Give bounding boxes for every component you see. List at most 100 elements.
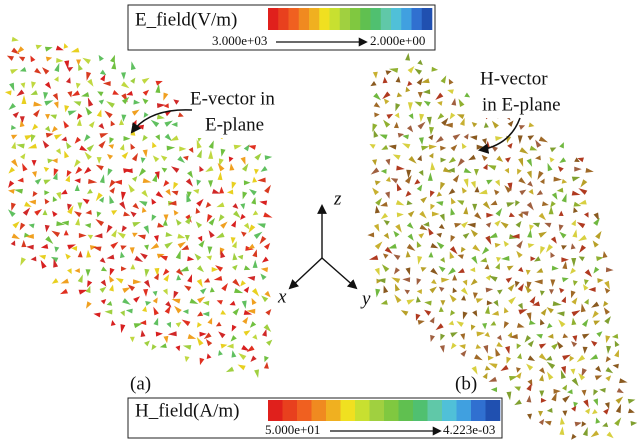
field-arrow [590, 430, 600, 438]
field-arrow [414, 68, 423, 75]
field-arrow [616, 387, 624, 394]
field-arrow [73, 211, 82, 218]
field-arrow [206, 255, 213, 261]
field-arrow [597, 278, 604, 284]
field-arrow [142, 178, 152, 184]
colorbar-swatch [329, 8, 341, 30]
field-arrow [551, 392, 557, 402]
field-arrow [153, 235, 159, 243]
field-arrow [441, 277, 450, 283]
field-arrow [414, 101, 423, 107]
field-arrow [367, 232, 375, 238]
field-arrow [251, 297, 257, 305]
field-arrow [133, 296, 141, 303]
colorbar-swatch [350, 8, 361, 30]
field-arrow [576, 354, 586, 363]
field-arrow [27, 143, 37, 149]
field-arrow [369, 144, 376, 149]
field-arrow [373, 129, 379, 138]
field-arrow [428, 144, 437, 150]
field-arrow [16, 46, 25, 54]
field-arrow [142, 98, 149, 105]
field-arrow [576, 222, 586, 229]
field-arrow [461, 142, 467, 150]
field-arrow [375, 288, 381, 298]
colorbar-swatch [442, 400, 457, 421]
field-arrow [370, 80, 377, 87]
field-arrow [95, 192, 103, 202]
field-arrow [450, 310, 456, 316]
field-arrow [85, 285, 91, 294]
field-arrow [584, 269, 593, 278]
field-arrow [461, 295, 467, 301]
field-arrow [208, 140, 214, 149]
field-arrow [44, 198, 50, 205]
field-arrow [406, 222, 414, 229]
field-arrow [197, 235, 203, 242]
field-arrow [452, 287, 458, 294]
field-arrow [237, 254, 244, 260]
field-arrow [423, 221, 430, 227]
field-arrow [54, 76, 59, 82]
field-arrow [203, 277, 211, 283]
field-arrow [44, 100, 54, 106]
field-arrow [108, 275, 115, 283]
field-arrow [529, 295, 536, 304]
field-arrow [179, 266, 189, 272]
field-arrow [491, 120, 499, 129]
field-arrow [134, 255, 144, 263]
field-arrow [374, 241, 383, 250]
field-arrow [61, 220, 69, 226]
field-arrow [381, 144, 389, 150]
field-arrow [217, 162, 225, 172]
colorbar-swatch [282, 400, 298, 421]
field-arrow [195, 221, 203, 229]
field-arrow [177, 112, 184, 117]
field-arrow [243, 310, 253, 315]
field-arrow [153, 317, 159, 326]
colorbar-swatch [401, 8, 412, 30]
field-arrow [507, 142, 513, 149]
field-arrow [12, 221, 20, 229]
field-arrow [457, 268, 465, 274]
field-arrow [528, 122, 535, 128]
field-arrow [107, 168, 113, 176]
field-arrow [393, 230, 400, 238]
field-arrow [162, 268, 170, 276]
field-arrow [121, 81, 130, 89]
field-arrow [82, 57, 91, 65]
field-arrow [581, 421, 587, 427]
field-arrow [420, 267, 427, 272]
field-arrow [401, 143, 411, 149]
field-arrow [604, 287, 611, 294]
field-arrow [216, 202, 225, 208]
field-arrow [78, 63, 83, 71]
colorbar-swatch [384, 400, 399, 421]
field-arrow [373, 92, 382, 101]
field-arrow [449, 246, 458, 255]
field-arrow [505, 277, 513, 283]
field-arrow [199, 287, 207, 295]
field-arrow [584, 212, 589, 218]
field-arrow [571, 377, 579, 387]
field-arrow [77, 250, 83, 258]
field-arrow [88, 121, 95, 129]
field-arrow [231, 324, 237, 332]
field-arrow [187, 334, 197, 339]
field-arrow [417, 255, 423, 265]
field-arrow [110, 120, 116, 127]
colorbar-swatch [427, 400, 443, 421]
field-arrow [153, 306, 159, 316]
field-arrow [460, 350, 467, 357]
field-arrow [261, 256, 269, 263]
field-arrow [67, 268, 72, 275]
field-arrow [252, 259, 258, 268]
field-arrow [47, 158, 54, 164]
field-arrow [559, 157, 567, 164]
field-arrow [67, 244, 76, 250]
field-arrow [130, 77, 136, 84]
field-arrow [76, 59, 82, 66]
field-arrow [173, 99, 180, 105]
field-arrow [35, 44, 43, 50]
